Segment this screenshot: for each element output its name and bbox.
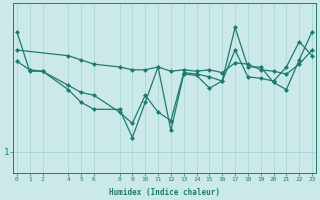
X-axis label: Humidex (Indice chaleur): Humidex (Indice chaleur) xyxy=(109,188,220,197)
